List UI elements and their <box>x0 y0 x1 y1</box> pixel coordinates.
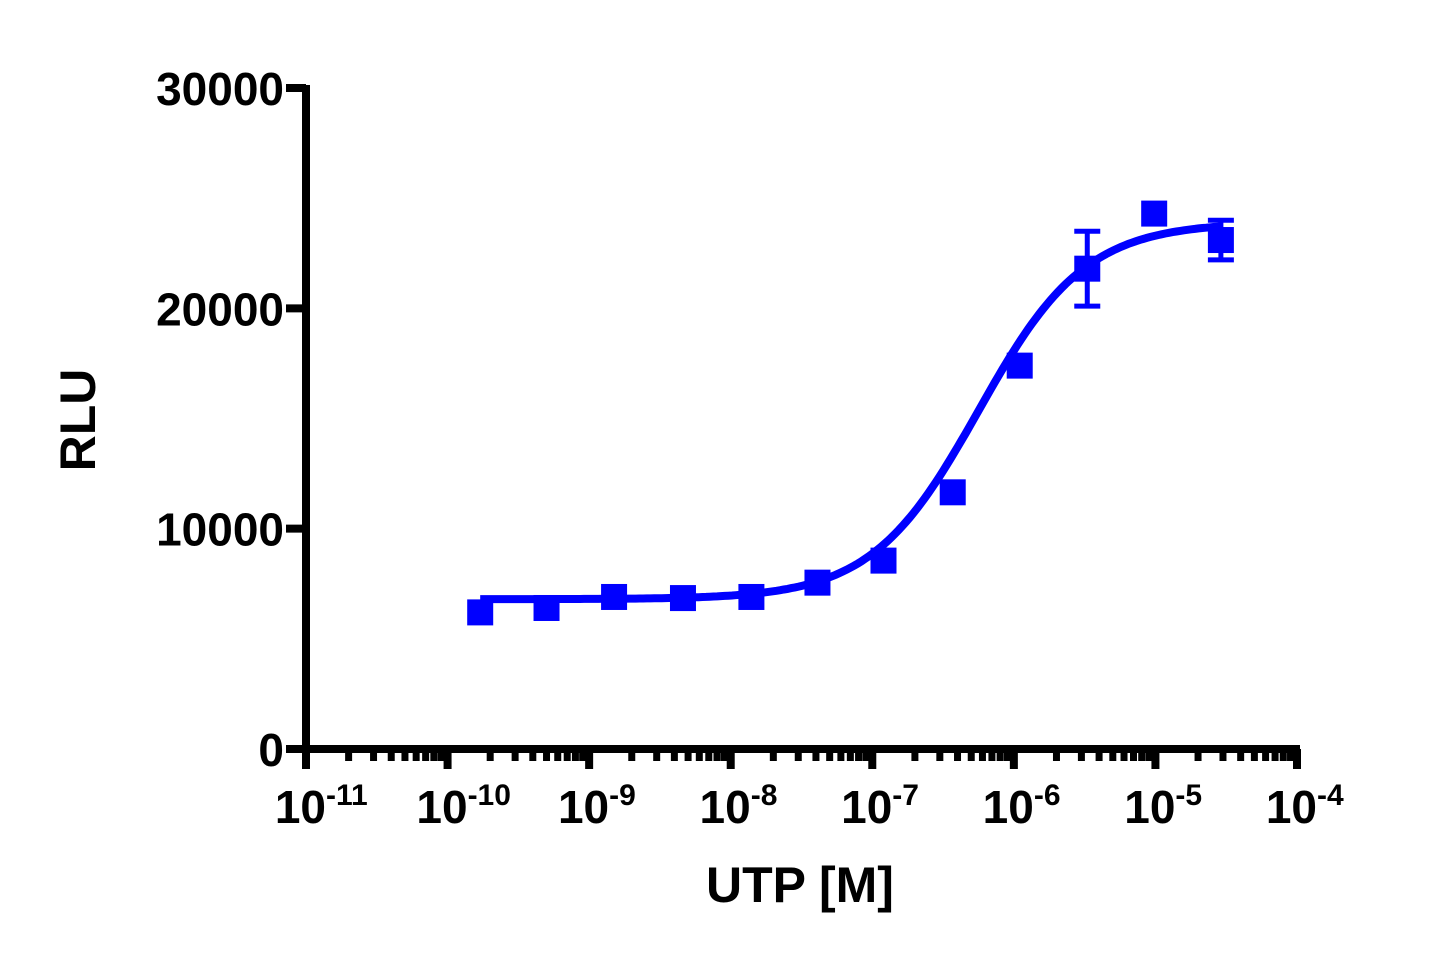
x-tick-label: 10 <box>841 781 892 833</box>
data-point-square <box>1141 200 1168 227</box>
x-tick-label: 10 <box>416 781 467 833</box>
x-tick-exponent: -8 <box>751 779 778 812</box>
x-tick-label: 10 <box>1124 781 1175 833</box>
x-tick-exponent: -6 <box>1034 779 1061 812</box>
y-tick-label: 20000 <box>156 283 284 335</box>
x-tick-label: 10 <box>275 781 326 833</box>
fit-curve <box>480 222 1222 604</box>
data-point-square <box>738 583 765 610</box>
x-tick-exponent: -9 <box>609 779 636 812</box>
x-axis-title: UTP [M] <box>706 857 894 913</box>
y-tick-label: 10000 <box>156 504 284 556</box>
data-point-square <box>467 599 494 626</box>
x-tick-exponent: -10 <box>468 779 511 812</box>
y-axis-title: RLU <box>50 369 106 472</box>
y-tick-label: 30000 <box>156 63 284 115</box>
data-point-square <box>804 569 831 596</box>
x-tick-label: 10 <box>1266 781 1317 833</box>
data-point-square <box>601 583 628 610</box>
x-tick-exponent: -11 <box>326 779 368 812</box>
x-tick-exponent: -7 <box>892 779 919 812</box>
x-tick-label: 10 <box>983 781 1034 833</box>
data-point-square <box>870 547 897 574</box>
x-tick-exponent: -4 <box>1317 779 1344 812</box>
x-tick-label: 10 <box>558 781 609 833</box>
data-point-square <box>939 479 966 506</box>
data-point-square <box>1074 255 1101 282</box>
plot-area <box>467 200 1234 626</box>
y-tick-label: 0 <box>258 724 284 776</box>
data-point-square <box>1207 227 1234 254</box>
data-point-square <box>1006 352 1033 379</box>
x-tick-exponent: -5 <box>1175 779 1202 812</box>
x-tick-label: 10 <box>700 781 751 833</box>
data-point-square <box>533 594 560 621</box>
data-point-square <box>669 585 696 612</box>
